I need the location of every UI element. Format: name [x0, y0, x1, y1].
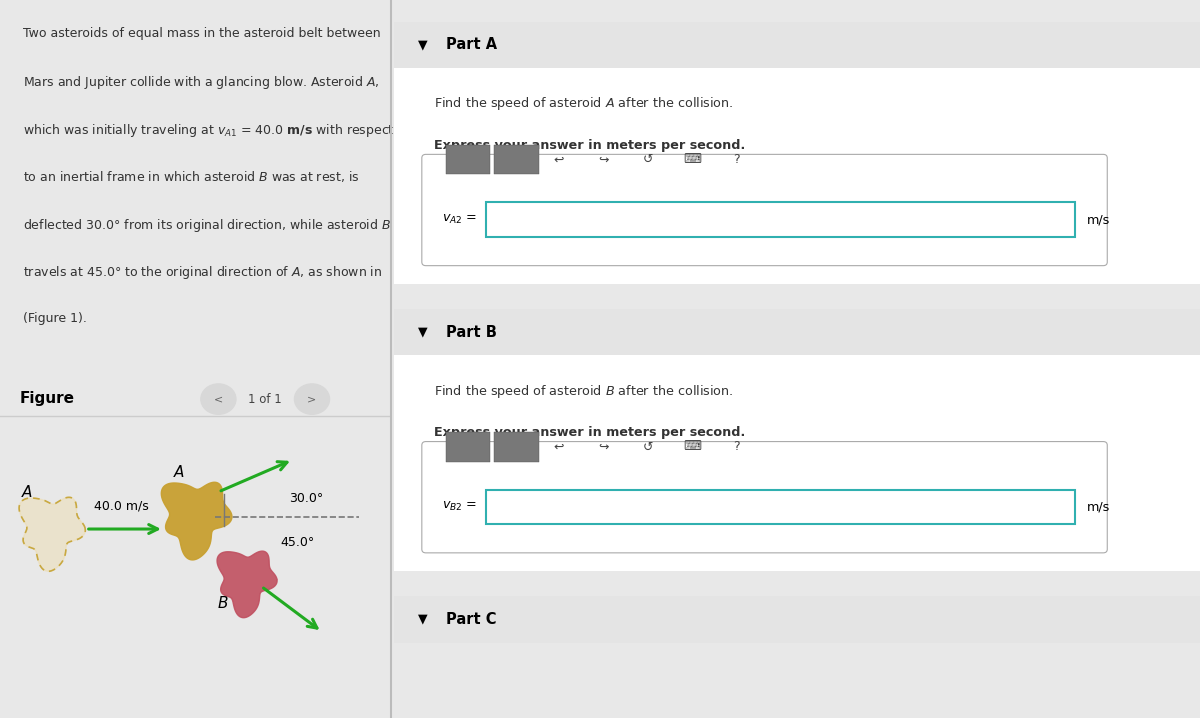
Text: Two asteroids of equal mass in the asteroid belt between: Two asteroids of equal mass in the aster…: [24, 27, 382, 39]
Text: ▼: ▼: [418, 38, 427, 52]
Text: Part A: Part A: [446, 37, 497, 52]
FancyBboxPatch shape: [494, 432, 539, 462]
Polygon shape: [161, 482, 232, 560]
FancyBboxPatch shape: [422, 154, 1108, 266]
Text: deflected 30.0° from its original direction, while asteroid $\mathit{B}$: deflected 30.0° from its original direct…: [24, 217, 391, 234]
Polygon shape: [217, 551, 277, 617]
Text: ▼: ▼: [418, 325, 427, 339]
Text: Express your answer in meters per second.: Express your answer in meters per second…: [434, 426, 745, 439]
Text: travels at 45.0° to the original direction of $\mathit{A}$, as shown in: travels at 45.0° to the original directi…: [24, 264, 383, 281]
Text: ■√□: ■√□: [457, 155, 480, 164]
Text: ?: ?: [733, 440, 739, 454]
Text: ■√□: ■√□: [457, 442, 480, 452]
Text: ?: ?: [733, 153, 739, 167]
Text: ↺: ↺: [642, 153, 653, 167]
Text: ΑΣφ: ΑΣφ: [505, 442, 528, 452]
Text: $A$: $A$: [173, 464, 186, 480]
Text: $B$: $B$: [216, 595, 228, 611]
Text: 40.0 m/s: 40.0 m/s: [94, 499, 149, 512]
Text: Find the speed of asteroid $\mathit{B}$ after the collision.: Find the speed of asteroid $\mathit{B}$ …: [434, 383, 733, 400]
Text: ⌨: ⌨: [683, 440, 701, 454]
Text: Mars and Jupiter collide with a glancing blow. Asteroid $\mathit{A}$,: Mars and Jupiter collide with a glancing…: [24, 74, 380, 91]
Text: $v_{B2}$ =: $v_{B2}$ =: [442, 500, 478, 513]
Text: ↩: ↩: [553, 153, 564, 167]
Text: 1 of 1: 1 of 1: [248, 393, 282, 406]
FancyBboxPatch shape: [446, 432, 491, 462]
Text: ↪: ↪: [598, 153, 608, 167]
Text: which was initially traveling at $v_{A1}$ = 40.0 $\mathbf{m/s}$ with respect: which was initially traveling at $v_{A1}…: [24, 122, 395, 139]
FancyBboxPatch shape: [494, 145, 539, 174]
Text: m/s: m/s: [1087, 213, 1110, 226]
Text: $v_{A2}$ =: $v_{A2}$ =: [442, 213, 478, 226]
FancyBboxPatch shape: [394, 68, 1200, 284]
FancyBboxPatch shape: [446, 145, 491, 174]
Text: ↪: ↪: [598, 440, 608, 454]
FancyBboxPatch shape: [394, 596, 1200, 643]
Text: Part C: Part C: [446, 612, 497, 627]
FancyBboxPatch shape: [486, 202, 1075, 237]
Circle shape: [294, 384, 330, 414]
FancyBboxPatch shape: [394, 355, 1200, 571]
Text: Figure: Figure: [19, 391, 74, 406]
FancyBboxPatch shape: [394, 22, 1200, 68]
FancyBboxPatch shape: [422, 442, 1108, 553]
Polygon shape: [19, 498, 85, 572]
Text: ↺: ↺: [642, 440, 653, 454]
Text: ⌨: ⌨: [683, 153, 701, 167]
Text: ↩: ↩: [553, 440, 564, 454]
Text: $A$: $A$: [22, 484, 34, 500]
Text: m/s: m/s: [1087, 500, 1110, 513]
Text: ▼: ▼: [418, 612, 427, 626]
Text: 45.0°: 45.0°: [281, 536, 316, 549]
FancyBboxPatch shape: [394, 309, 1200, 355]
Text: <: <: [214, 394, 223, 404]
FancyBboxPatch shape: [486, 490, 1075, 524]
Text: Find the speed of asteroid $\mathit{A}$ after the collision.: Find the speed of asteroid $\mathit{A}$ …: [434, 95, 733, 113]
Text: Express your answer in meters per second.: Express your answer in meters per second…: [434, 139, 745, 151]
Circle shape: [200, 384, 236, 414]
Text: Part B: Part B: [446, 325, 497, 340]
Text: >: >: [307, 394, 317, 404]
Text: 30.0°: 30.0°: [289, 492, 323, 505]
Text: ΑΣφ: ΑΣφ: [505, 155, 528, 164]
Text: to an inertial frame in which asteroid $\mathit{B}$ was at rest, is: to an inertial frame in which asteroid $…: [24, 169, 360, 185]
Text: (Figure 1).: (Figure 1).: [24, 312, 88, 325]
